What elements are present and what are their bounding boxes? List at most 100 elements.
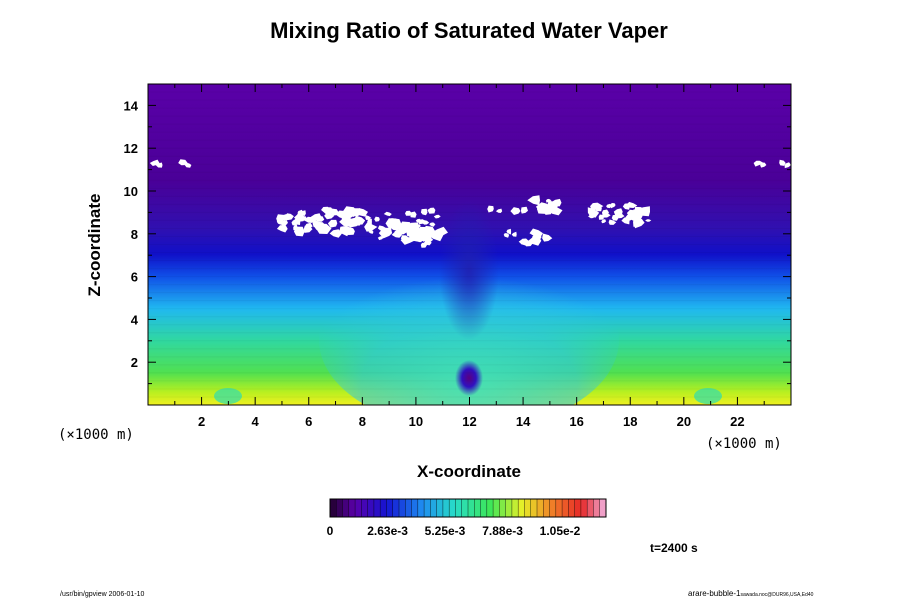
footer-right-main: arare-bubble-1 <box>688 589 741 598</box>
colorbar-segment <box>580 499 588 517</box>
colorbar-segment <box>530 499 538 517</box>
missing-value-patch <box>587 207 600 218</box>
colorbar-segment <box>411 499 419 517</box>
y-tick-label: 6 <box>131 270 138 285</box>
x-tick-label: 22 <box>730 414 744 429</box>
missing-value-patch <box>608 219 617 225</box>
missing-value-patch <box>606 203 611 209</box>
missing-value-patch <box>542 233 553 242</box>
missing-value-patch <box>321 206 331 213</box>
missing-value-patch <box>405 210 412 216</box>
missing-value-patch <box>427 207 436 214</box>
y-axis: 2 4 6 8 10 12 14 <box>124 98 791 385</box>
colorbar-segment <box>537 499 544 517</box>
colorbar-segment <box>499 499 506 517</box>
colorbar-segment <box>574 499 582 517</box>
colorbar-segment <box>599 499 607 517</box>
colorbar-segment <box>367 499 375 517</box>
missing-value-patch <box>347 217 361 228</box>
missing-value-patch <box>285 213 294 221</box>
missing-value-patch <box>420 208 428 216</box>
missing-value-patch <box>178 159 188 166</box>
missing-value-patch <box>339 225 350 237</box>
missing-value-patch <box>633 219 645 229</box>
footer-right: arare-bubble-1sawada.noc@DUR96,USA,Ed40 <box>688 589 814 598</box>
missing-value-patch <box>543 205 553 215</box>
missing-value-patch <box>297 209 303 216</box>
colorbar-tick-label: 0 <box>327 524 334 538</box>
colorbar-segment <box>373 499 381 517</box>
y-tick-label: 14 <box>124 98 139 113</box>
missing-value-patch <box>330 208 339 216</box>
bubble-core <box>455 360 483 396</box>
colorbar-tick-label: 2.63e-3 <box>367 524 408 538</box>
x-unit-right: (×1000 m) <box>706 436 782 452</box>
x-tick-label: 20 <box>677 414 691 429</box>
missing-value-patch <box>611 214 619 221</box>
colorbar-segment <box>361 499 368 517</box>
missing-value-patch <box>625 214 634 222</box>
missing-value-patch <box>377 236 384 241</box>
colorbar-segment <box>430 499 437 517</box>
missing-value-patch <box>546 198 552 203</box>
colorbar-segment <box>518 499 525 517</box>
missing-value-patch <box>276 224 288 233</box>
colorbar-segment <box>442 499 450 517</box>
missing-value-patch <box>527 195 540 206</box>
missing-value-patch <box>374 216 380 222</box>
missing-value-patch <box>294 214 305 221</box>
x-tick-label: 8 <box>359 414 366 429</box>
colorbar-segment <box>543 499 550 517</box>
colorbar-segment <box>392 499 400 517</box>
missing-value-patch <box>532 233 542 241</box>
colorbar-segment <box>555 499 563 517</box>
missing-value-patch <box>594 205 602 212</box>
colorbar-segment <box>417 499 425 517</box>
colorbar-segment <box>336 499 343 517</box>
missing-value-patch <box>398 225 405 232</box>
missing-value-patch <box>276 218 283 226</box>
colorbar-segment <box>424 499 431 517</box>
missing-value-patch <box>184 162 192 168</box>
missing-value-patch <box>601 219 607 224</box>
missing-value-patch <box>495 208 503 213</box>
x-axis-label: X-coordinate <box>417 462 521 481</box>
y-tick-label: 12 <box>124 141 138 156</box>
x-tick-label: 10 <box>409 414 423 429</box>
missing-value-patch <box>433 214 441 219</box>
missing-value-patch <box>415 218 422 223</box>
missing-value-patch <box>616 213 625 219</box>
missing-value-patch <box>760 162 767 168</box>
footer-right-small: sawada.noc@DUR96,USA,Ed40 <box>740 592 813 598</box>
missing-value-patch <box>753 160 764 167</box>
missing-value-patch <box>622 203 630 210</box>
plume-stem <box>439 200 499 340</box>
missing-value-patch <box>520 206 528 214</box>
colorbar-tick-label: 5.25e-3 <box>425 524 466 538</box>
colorbar-segment <box>399 499 406 517</box>
colorbar-segment <box>380 499 387 517</box>
colorbar-segment <box>348 499 356 517</box>
x-tick-label: 4 <box>252 414 260 429</box>
colorbar-labels: 0 2.63e-3 5.25e-3 7.88e-3 1.05e-2 <box>327 524 581 538</box>
colorbar-segment <box>493 499 500 517</box>
missing-value-patch <box>293 225 298 231</box>
missing-value-patch <box>609 203 616 209</box>
colorbar-segment <box>587 499 594 517</box>
missing-value-patch <box>423 225 436 235</box>
missing-value-patch <box>523 240 533 247</box>
colorbar-segment <box>355 499 362 517</box>
missing-value-patch <box>511 231 517 237</box>
missing-value-patch <box>779 159 786 166</box>
left-eddy <box>214 388 242 404</box>
missing-value-patch <box>312 213 322 221</box>
colorbar-segment <box>386 499 394 517</box>
y-tick-label: 10 <box>124 184 138 199</box>
y-axis-label: Z-coordinate <box>85 194 104 297</box>
missing-value-patch <box>155 162 163 168</box>
colorbar-segment <box>474 499 481 517</box>
missing-value-patch <box>506 228 512 235</box>
contour-field <box>148 84 791 405</box>
missing-value-patch <box>356 208 368 217</box>
